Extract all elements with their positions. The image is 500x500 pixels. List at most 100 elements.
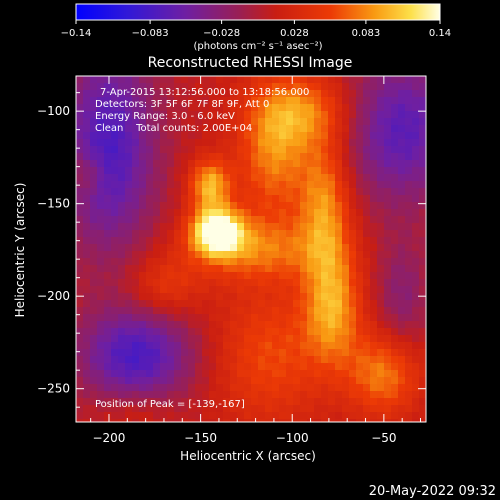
heatmap-cell xyxy=(412,356,420,364)
heatmap-cell xyxy=(167,153,175,161)
heatmap-cell xyxy=(286,181,294,189)
heatmap-cell xyxy=(153,202,161,210)
heatmap-cell xyxy=(83,216,91,224)
heatmap-cell xyxy=(356,153,364,161)
heatmap-cell xyxy=(300,174,308,182)
heatmap-cell xyxy=(356,230,364,238)
heatmap-cell xyxy=(111,202,119,210)
heatmap-cell xyxy=(237,419,245,423)
heatmap-cell xyxy=(321,83,329,91)
heatmap-cell xyxy=(384,398,392,406)
heatmap-cell xyxy=(97,244,105,252)
heatmap-cell xyxy=(370,272,378,280)
heatmap-cell xyxy=(377,279,385,287)
heatmap-cell xyxy=(146,181,154,189)
heatmap-cell xyxy=(118,356,126,364)
heatmap-cell xyxy=(384,258,392,266)
heatmap-cell xyxy=(195,223,203,231)
heatmap-cell xyxy=(216,195,224,203)
heatmap-cell xyxy=(244,286,252,294)
heatmap-cell xyxy=(237,209,245,217)
heatmap-cell xyxy=(118,293,126,301)
heatmap-cell xyxy=(97,181,105,189)
heatmap-cell xyxy=(209,181,217,189)
heatmap-cell xyxy=(412,188,420,196)
heatmap-cell xyxy=(160,300,168,308)
heatmap-cell xyxy=(314,328,322,336)
heatmap-cell xyxy=(83,174,91,182)
heatmap-cell xyxy=(118,223,126,231)
heatmap-cell xyxy=(251,265,259,273)
heatmap-cell xyxy=(216,405,224,413)
heatmap-cell xyxy=(202,188,210,196)
heatmap-cell xyxy=(272,370,280,378)
heatmap-cell xyxy=(118,321,126,329)
heatmap-cell xyxy=(83,335,91,343)
heatmap-cell xyxy=(209,363,217,371)
heatmap-cell xyxy=(237,342,245,350)
heatmap-cell xyxy=(118,202,126,210)
heatmap-cell xyxy=(202,216,210,224)
heatmap-cell xyxy=(188,265,196,273)
heatmap-cell xyxy=(377,209,385,217)
heatmap-cell xyxy=(363,139,371,147)
heatmap-cell xyxy=(244,300,252,308)
heatmap-cell xyxy=(76,125,84,133)
heatmap-cell xyxy=(167,230,175,238)
heatmap-cell xyxy=(363,342,371,350)
heatmap-cell xyxy=(160,279,168,287)
heatmap-cell xyxy=(335,90,343,98)
heatmap-cell xyxy=(265,90,273,98)
heatmap-cell xyxy=(363,363,371,371)
heatmap-cell xyxy=(419,251,427,259)
heatmap-cell xyxy=(244,230,252,238)
heatmap-cell xyxy=(146,272,154,280)
heatmap-cell xyxy=(293,265,301,273)
heatmap-cell xyxy=(139,412,147,420)
heatmap-cell xyxy=(342,139,350,147)
heatmap-cell xyxy=(377,370,385,378)
heatmap-cell xyxy=(104,412,112,420)
heatmap-cell xyxy=(237,216,245,224)
y-tick-label: −200 xyxy=(37,289,70,303)
heatmap-cell xyxy=(370,97,378,105)
heatmap-cell xyxy=(398,97,406,105)
heatmap-cell xyxy=(237,167,245,175)
heatmap-cell xyxy=(377,97,385,105)
heatmap-cell xyxy=(398,209,406,217)
heatmap-cell xyxy=(237,412,245,420)
heatmap-cell xyxy=(174,356,182,364)
heatmap-cell xyxy=(370,314,378,322)
heatmap-cell xyxy=(300,293,308,301)
heatmap-cell xyxy=(237,377,245,385)
heatmap-cell xyxy=(181,272,189,280)
heatmap-cell xyxy=(265,209,273,217)
heatmap-cell xyxy=(251,258,259,266)
heatmap-cell xyxy=(377,328,385,336)
heatmap-cell xyxy=(300,83,308,91)
heatmap-cell xyxy=(83,419,91,423)
heatmap-cell xyxy=(314,160,322,168)
heatmap-cell xyxy=(104,104,112,112)
heatmap-cell xyxy=(363,174,371,182)
heatmap-cell xyxy=(160,370,168,378)
heatmap-cell xyxy=(377,384,385,392)
heatmap-cell xyxy=(202,160,210,168)
heatmap-cell xyxy=(83,363,91,371)
heatmap-cell xyxy=(153,286,161,294)
heatmap-cell xyxy=(286,104,294,112)
heatmap-cell xyxy=(321,251,329,259)
heatmap-cell xyxy=(398,139,406,147)
heatmap-cell xyxy=(321,223,329,231)
heatmap-cell xyxy=(384,188,392,196)
heatmap-cell xyxy=(160,321,168,329)
heatmap-cell xyxy=(223,314,231,322)
heatmap-cell xyxy=(76,314,84,322)
heatmap-cell xyxy=(412,174,420,182)
heatmap-cell xyxy=(167,83,175,91)
heatmap-cell xyxy=(160,230,168,238)
heatmap-cell xyxy=(104,293,112,301)
heatmap-cell xyxy=(216,398,224,406)
heatmap-cell xyxy=(335,132,343,140)
heatmap-cell xyxy=(391,279,399,287)
